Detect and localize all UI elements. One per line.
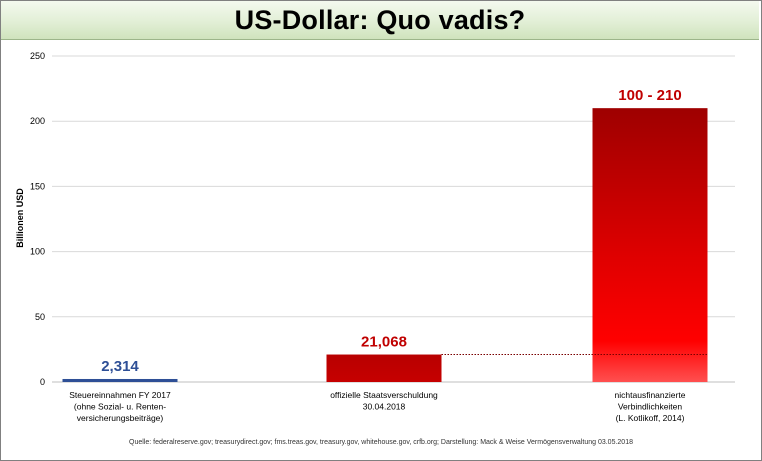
data-label: 100 - 210 [618, 87, 681, 104]
category-label: offizielle Staatsverschuldung [330, 390, 438, 400]
bar [326, 354, 442, 382]
source-note: Quelle: federalreserve.gov; treasurydire… [129, 439, 633, 446]
bar [62, 378, 178, 382]
category-label: (ohne Sozial- u. Renten- [74, 402, 166, 412]
bars [62, 108, 708, 382]
category-label: nichtausfinanzierte [615, 390, 686, 400]
y-tick-label: 250 [30, 51, 45, 61]
y-tick-label: 50 [35, 312, 45, 322]
x-axis-labels: Steuereinnahmen FY 2017 (ohne Sozial- u. … [69, 390, 685, 423]
y-tick-label: 100 [30, 247, 45, 257]
data-label: 21,068 [361, 334, 407, 351]
category-label: 30.04.2018 [363, 402, 406, 412]
category-label: versicherungsbeiträge) [77, 413, 164, 423]
y-axis-label: Billionen USD [15, 188, 25, 248]
data-label: 2,314 [101, 358, 139, 375]
category-label: Verbindlichkeiten [618, 402, 683, 412]
chart-title: US-Dollar: Quo vadis? [234, 4, 526, 35]
y-tick-label: 150 [30, 181, 45, 191]
y-axis-ticks: 0 50 100 150 200 250 [30, 51, 45, 387]
category-label: Steuereinnahmen FY 2017 [69, 390, 171, 400]
data-labels: 2,314 21,068 100 - 210 [101, 87, 681, 375]
title-bar: US-Dollar: Quo vadis? [1, 1, 759, 40]
bar [592, 108, 708, 382]
y-tick-label: 200 [30, 116, 45, 126]
category-label: (L. Kotlikoff, 2014) [616, 413, 685, 423]
y-tick-label: 0 [40, 377, 45, 387]
